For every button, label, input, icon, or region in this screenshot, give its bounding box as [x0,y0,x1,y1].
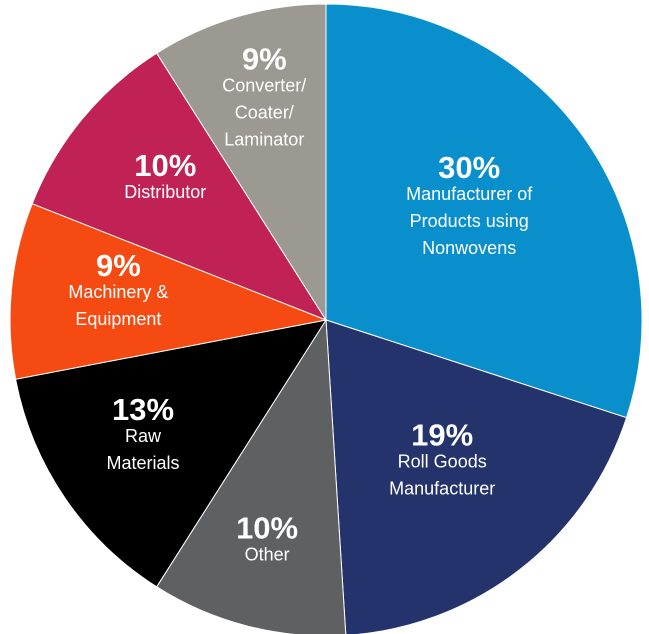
slice-label-group: 13%Raw Materials [106,392,179,473]
pie-slice [31,52,328,322]
slice-label-group: 10%Distributor [124,148,206,202]
slice-name-label: Roll Goods [398,451,487,471]
slice-name-label: Coater/ [235,103,294,123]
slice-label-group: 10%Other [236,511,298,565]
slice-percent-label: 30% [438,150,500,185]
slice-name-label: Raw [125,426,162,446]
slice-name-label: Manufacturer of [406,184,533,204]
slice-name-label: Converter/ [222,76,306,96]
slice-percent-label: 10% [134,148,196,183]
slice-percent-label: 19% [411,417,473,452]
pie-slice [9,203,328,380]
slice-name-label: Materials [106,453,179,473]
slice-percent-label: 10% [236,511,298,546]
slice-label-group: 9%Machinery & Equipment [68,248,168,329]
pie-slice [155,318,347,634]
slice-percent-label: 9% [96,248,141,283]
slice-name-label: Machinery & [68,282,168,302]
pie-slice [155,3,327,322]
slice-percent-label: 9% [242,42,287,77]
slice-name-label: Distributor [124,182,206,202]
pie-slice [325,3,643,419]
slice-name-label: Nonwovens [422,238,516,258]
slice-name-label: Other [245,545,290,565]
slice-name-label: Laminator [224,130,304,150]
pie-slices [9,3,643,634]
slice-name-label: Manufacturer [389,478,495,498]
slice-label-group: 30%Manufacturer of Products using Nonwoven… [406,150,533,258]
slice-name-label: Products using [410,211,529,231]
slice-name-label: Equipment [75,309,161,329]
pie-slice [15,319,328,588]
slice-percent-label: 13% [112,392,174,427]
pie-labels: 30%Manufacturer of Products using Nonwoven… [68,42,533,565]
slice-label-group: 19%Roll Goods Manufacturer [389,417,495,498]
pie-slice [325,319,628,634]
slice-label-group: 9%Converter/Coater/Laminator [222,42,306,150]
